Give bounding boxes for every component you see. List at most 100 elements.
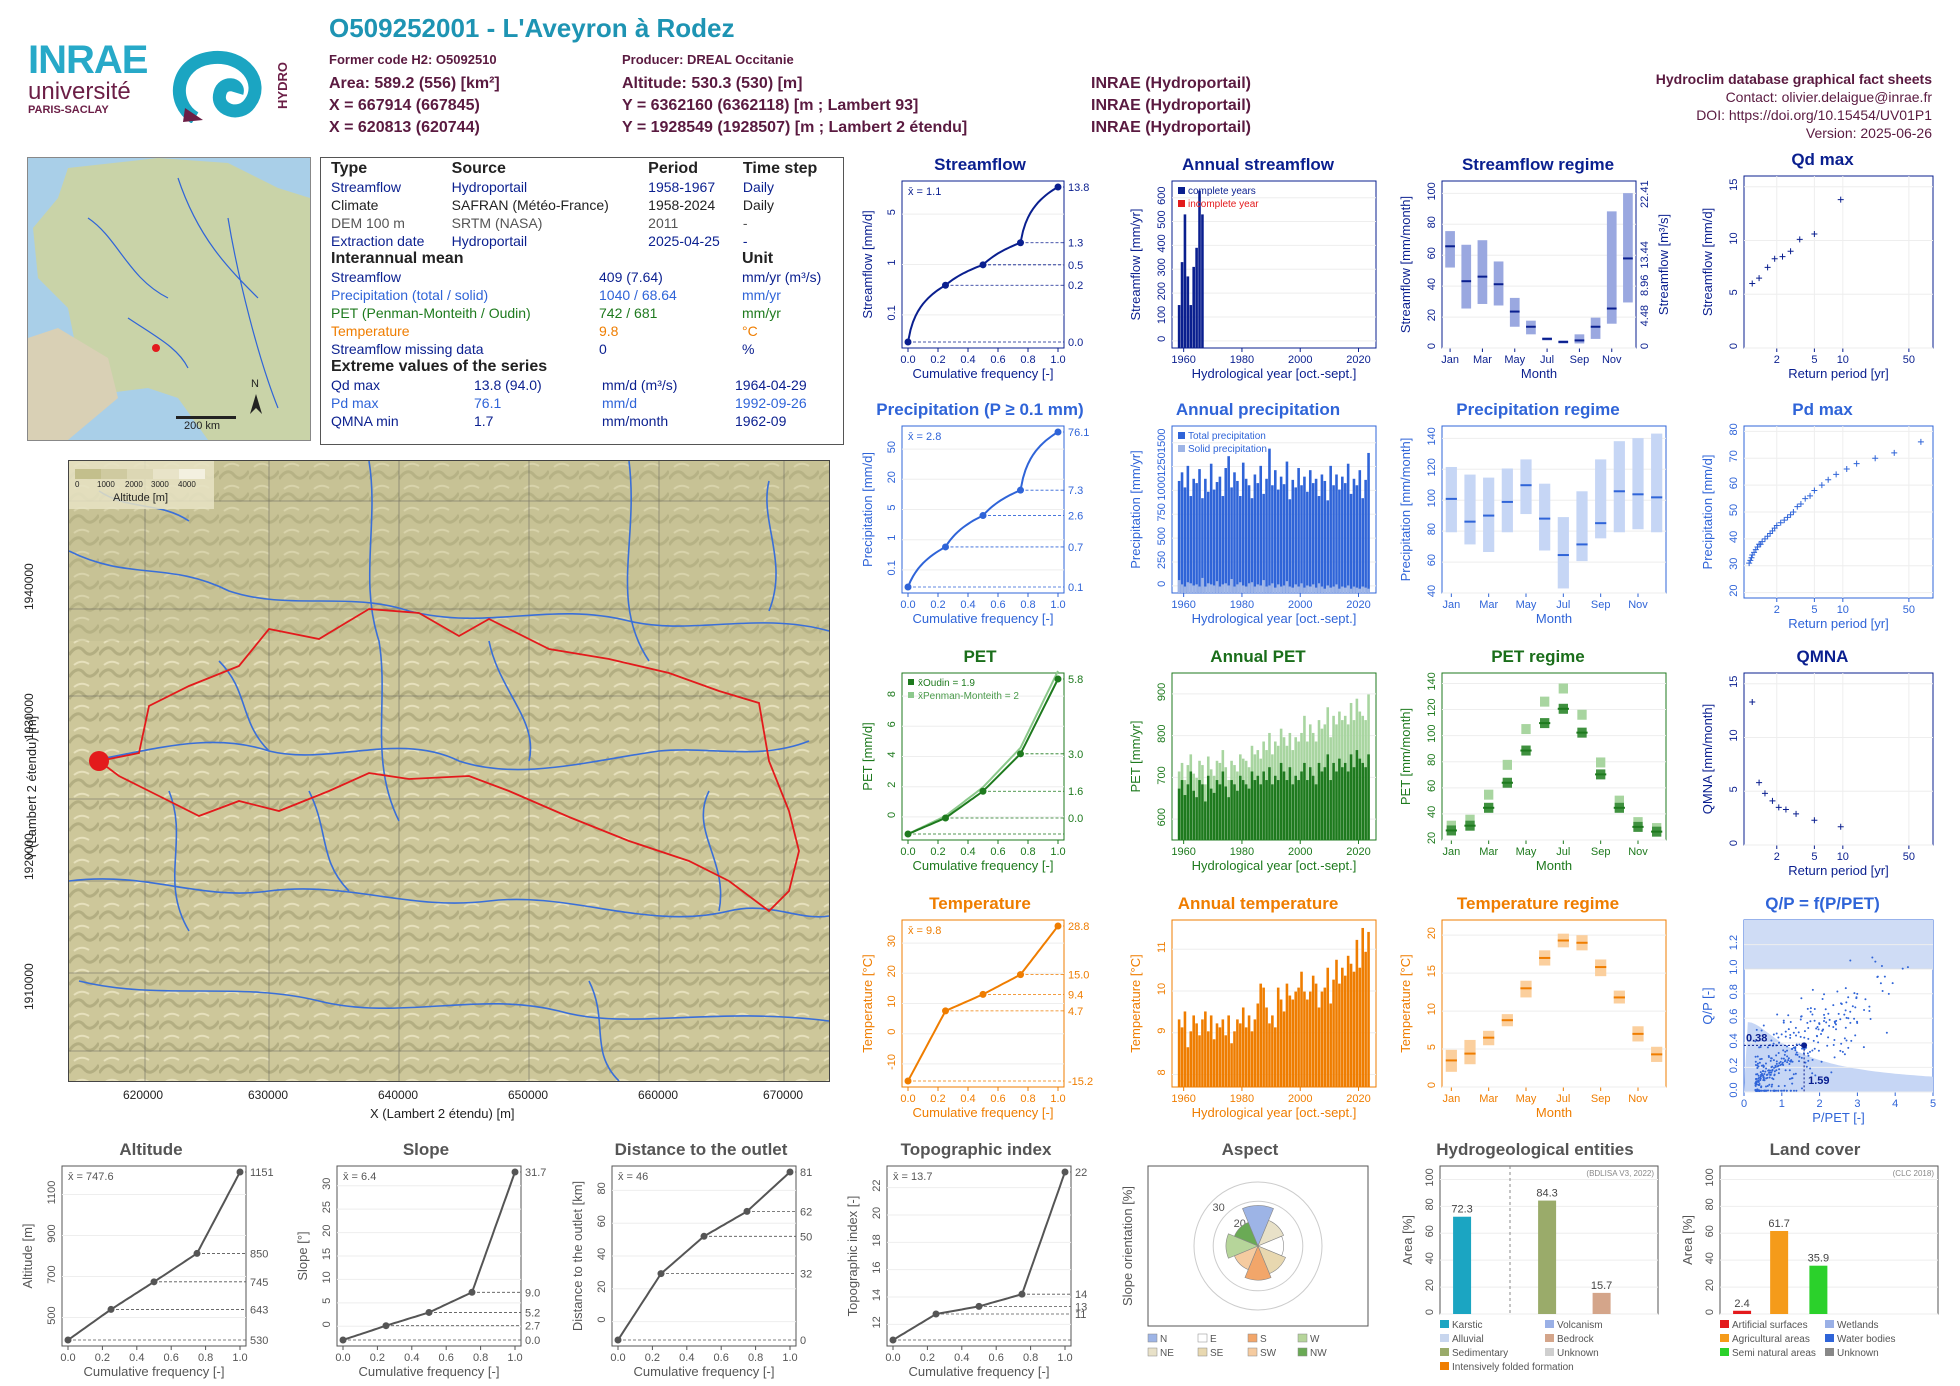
x-tick-label: 1980 (1230, 1093, 1254, 1105)
quantile-label: 11 (1075, 1309, 1086, 1321)
daily-point (1777, 1064, 1780, 1067)
quantile-label: 9.4 (1068, 989, 1083, 1001)
x-tick-label: Sep (1570, 354, 1590, 366)
daily-point (1787, 1059, 1790, 1062)
y-tick-label: 250 (1156, 551, 1168, 569)
daily-point (1777, 1089, 1780, 1092)
daily-point (1788, 1063, 1791, 1066)
x-tick-label: 0.6 (439, 1352, 454, 1364)
legend-swatch (1720, 1334, 1729, 1342)
daily-point (1782, 1021, 1785, 1024)
daily-point (1775, 1060, 1778, 1063)
x-tick-label: 0.2 (930, 846, 945, 858)
quantile-label: 7.3 (1068, 485, 1083, 497)
x-tick-label: 50 (1903, 604, 1915, 616)
map-ytick: 1910000 (22, 963, 36, 1010)
solid-bar (1215, 581, 1219, 593)
catchment-boundary (96, 608, 800, 913)
rp-point (1917, 438, 1924, 445)
inrae-logo-text: INRAE (28, 38, 148, 82)
solid-bar (1288, 586, 1292, 593)
bar-value-label: 2.4 (1734, 1298, 1749, 1310)
daily-point (1835, 1019, 1838, 1022)
x-tick-label: Nov (1628, 846, 1648, 858)
daily-point (1863, 1008, 1866, 1011)
annual-bar (1343, 975, 1347, 1087)
annual-bar (1361, 927, 1365, 1087)
annual-bar (1241, 1007, 1245, 1087)
catchment-map[interactable]: 0 1000 2000 3000 4000 Altitude [m] (68, 460, 830, 1082)
y-axis-label: Precipitation [mm/month] (1398, 438, 1413, 582)
daily-point (1840, 1042, 1843, 1045)
y-tick-label: 5 (886, 209, 898, 215)
annual-bar (1206, 775, 1210, 840)
annual-bar (1230, 1043, 1233, 1087)
annual-bar (1241, 780, 1245, 840)
annual-bar (1183, 214, 1187, 348)
x-tick-label: 0.4 (960, 1093, 975, 1105)
daily-point (1772, 1033, 1775, 1036)
daily-point (1756, 1073, 1759, 1076)
legend-swatch (1147, 1347, 1158, 1357)
y-axis-label: Distance to the outlet [km] (570, 1181, 585, 1331)
y-tick-label: 100 (1424, 1168, 1436, 1186)
mean-label: x̄ = 747.6 (68, 1171, 114, 1183)
annual-bar (1186, 1047, 1190, 1087)
doi-link[interactable]: DOI: https://doi.org/10.15454/UV01P1 (1696, 107, 1932, 123)
annual-bar (1314, 478, 1318, 593)
legend-entry: Unknown (1557, 1348, 1599, 1359)
legend-tick: 3000 (151, 480, 169, 489)
daily-point (1788, 1069, 1791, 1072)
legend-swatch (1720, 1320, 1729, 1328)
annual-bar (1186, 465, 1190, 593)
quantile-point (904, 338, 912, 346)
aspect-sector-W (1225, 1233, 1259, 1259)
x-tick-label: 3 (1854, 1098, 1860, 1110)
annual-bar (1308, 470, 1312, 593)
quantile-label: 32 (800, 1269, 812, 1281)
outlet-marker (89, 751, 109, 771)
annual-bar (1276, 780, 1280, 840)
x-tick-label: Sep (1591, 1093, 1611, 1105)
annual-bar (1195, 247, 1198, 348)
legend-entry: Unknown (1837, 1348, 1879, 1359)
contact[interactable]: Contact: olivier.delaigue@inrae.fr (1725, 89, 1932, 105)
annual-bar (1221, 496, 1225, 593)
daily-point (1780, 1089, 1783, 1092)
x-tick-label: 0.6 (990, 1093, 1005, 1105)
row-source: Hydroportail (451, 233, 528, 249)
extreme-date: 1992-09-26 (735, 395, 807, 411)
daily-point (1790, 1077, 1793, 1080)
x-tick-label: 1960 (1171, 599, 1195, 611)
annual-bar (1346, 955, 1350, 1087)
x-tick-label: 1 (1779, 1098, 1785, 1110)
plot-frame (1743, 672, 1934, 846)
y-axis-label: Streamflow [mm/d] (860, 210, 875, 318)
annual-bar (1204, 478, 1207, 593)
daily-point (1775, 1089, 1778, 1092)
rp-point (1790, 509, 1797, 515)
annual-bar (1311, 975, 1315, 1087)
y-tick-label: 5 (1728, 289, 1740, 295)
daily-point (1794, 1049, 1797, 1052)
solid-bar (1274, 587, 1277, 593)
row-period: 1958-1967 (648, 179, 716, 195)
daily-point (1839, 1049, 1842, 1052)
pet_regime-title: PET regime (1491, 647, 1585, 666)
regime-box (1464, 474, 1476, 545)
page-title: O509252001 - L'Aveyron à Rodez (329, 13, 735, 43)
category-bar (1453, 1216, 1472, 1314)
y-tick-label: 1250 (1156, 452, 1168, 476)
aspect-sector-NE (1257, 1219, 1285, 1247)
extreme-date: 1964-04-29 (735, 377, 807, 393)
solid-bar (1209, 584, 1213, 593)
hydro-logo-text: HYDRO (274, 62, 290, 109)
ring-label: 30 (1213, 1202, 1225, 1214)
daily-point (1809, 1007, 1812, 1010)
x-tick-label: 0.8 (748, 1352, 763, 1364)
daily-point (1811, 1049, 1814, 1052)
solid-bar (1323, 588, 1327, 593)
x-tick-label: 0.4 (960, 846, 975, 858)
daily-point (1845, 1039, 1848, 1042)
daily-point (1770, 1039, 1773, 1042)
